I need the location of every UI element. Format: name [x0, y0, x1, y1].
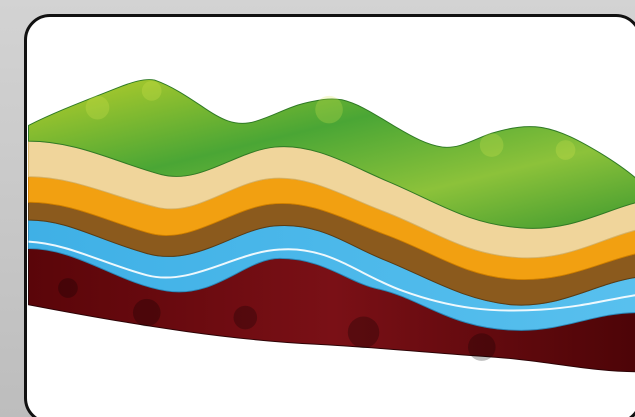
image-frame	[24, 14, 635, 417]
grass-texture	[85, 81, 576, 160]
rock-texture	[58, 278, 496, 361]
vein-line	[28, 240, 635, 312]
geologic-layers-illustration	[28, 79, 635, 373]
grass-layer	[28, 79, 635, 229]
